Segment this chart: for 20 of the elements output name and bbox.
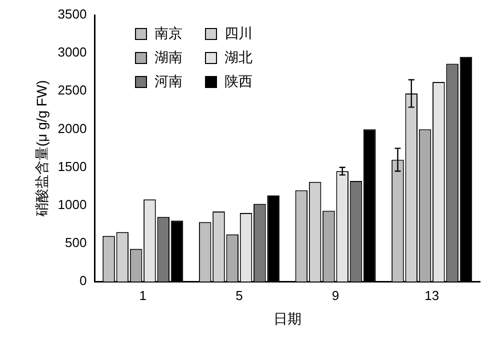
y-tick-label: 0	[79, 273, 87, 288]
y-tick-label: 3000	[58, 44, 87, 60]
y-tick-label: 1500	[58, 158, 87, 174]
x-tick-label: 13	[424, 288, 440, 303]
x-tick-label: 1	[139, 288, 146, 303]
legend-label: 南京	[154, 25, 183, 43]
x-tick-label: 5	[236, 288, 243, 303]
y-tick-label: 3500	[58, 6, 87, 22]
y-tick-label: 500	[65, 235, 87, 250]
x-tick-label: 9	[332, 288, 340, 303]
legend-label: 湖南	[154, 49, 183, 67]
legend-label: 陕西	[224, 73, 253, 91]
legend-label: 四川	[224, 25, 253, 43]
y-axis-title: 硝酸盐含量(μ g/g FW)	[33, 80, 50, 218]
legend-label: 湖北	[224, 49, 253, 67]
y-tick-label: 1000	[58, 197, 87, 212]
legend-label: 河南	[154, 73, 183, 91]
y-tick-label: 2000	[58, 120, 87, 136]
y-tick-label: 2500	[58, 82, 87, 98]
x-axis-title: 日期	[273, 310, 302, 326]
